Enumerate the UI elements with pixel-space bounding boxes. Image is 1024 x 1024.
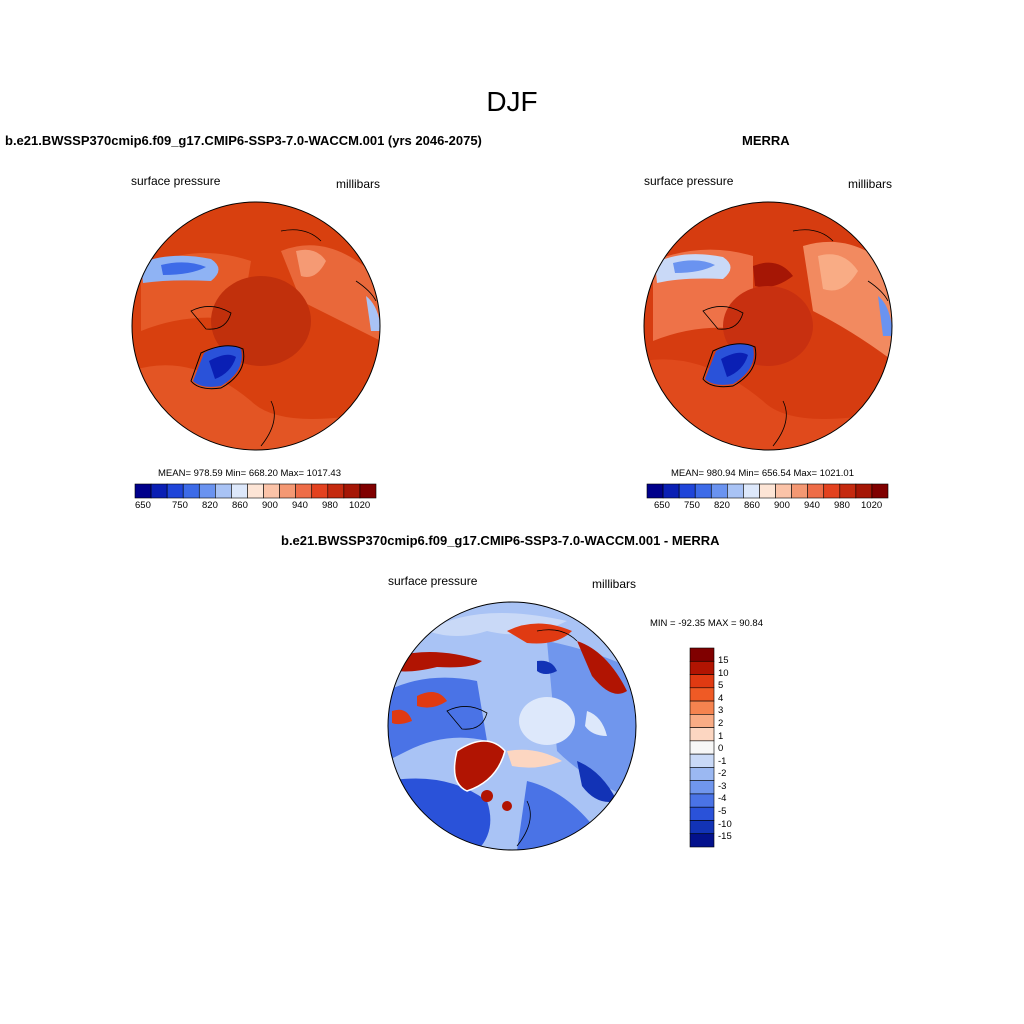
panel-3-tick: -4 [718,793,727,804]
colorbar-swatch [689,793,715,808]
panel-3-tick: -15 [718,831,732,842]
panel-1-tick: 940 [292,500,308,511]
panel-2-colorbar-ticks: 650 750 820 860 900 940 980 1020 [647,500,888,514]
panel-2-title: MERRA [742,133,790,148]
colorbar-swatch [791,483,808,499]
panel-3-tick: 3 [718,705,724,716]
panel-3-tick: 1 [718,731,724,742]
panel-3-tick: 10 [718,668,729,679]
colorbar-swatch [689,767,715,781]
colorbar-swatch [689,753,715,768]
panel-3-tick: -5 [718,806,727,817]
panel-3-tick: -1 [718,756,727,767]
panel-1-units-label: millibars [336,177,381,191]
colorbar-swatch [689,714,715,728]
colorbar-swatch [689,820,715,835]
panel-3-tick: 4 [718,693,724,704]
figure-title: DJF [486,86,538,117]
colorbar-swatch [775,483,792,499]
colorbar-swatch [150,483,168,499]
colorbar-swatch [689,740,715,755]
colorbar-swatch [871,483,889,499]
panel-3-tick: 15 [718,655,729,666]
colorbar-swatch [689,647,715,662]
panel-2-tick: 940 [804,500,820,511]
panel-1-title: b.e21.BWSSP370cmip6.f09_g17.CMIP6-SSP3-7… [5,133,482,148]
panel-2-tick: 860 [744,500,760,511]
colorbar-swatch [678,483,696,499]
colorbar-swatch [759,483,776,499]
colorbar-swatch [689,674,715,689]
panel-2-colorbar [646,483,889,499]
colorbar-swatch [689,700,715,715]
colorbar-swatch [198,483,216,499]
panel-1-tick: 860 [232,500,248,511]
panel-3-polar-map [387,601,637,851]
colorbar-swatch [694,483,712,499]
panel-2-tick: 650 [654,500,670,511]
panel-3-tick: 2 [718,718,724,729]
panel-2-variable-label: surface pressure [644,174,734,188]
colorbar-swatch [807,483,825,499]
colorbar-swatch [327,483,345,499]
panel-2-stats: MEAN= 980.94 Min= 656.54 Max= 1021.01 [671,468,854,479]
colorbar-swatch [359,483,377,499]
colorbar-swatch [134,483,152,499]
colorbar-swatch [662,483,680,499]
colorbar-swatch [743,483,760,499]
panel-1-polar-map [131,201,381,451]
panel-3-tick: -2 [718,768,727,779]
panel-3-tick: -10 [718,819,732,830]
colorbar-swatch [343,483,361,499]
panel-1-colorbar-ticks: 650 750 820 860 900 940 980 1020 [135,500,376,514]
colorbar-swatch [689,660,715,675]
panel-3-variable-label: surface pressure [388,574,478,588]
colorbar-swatch [689,806,715,821]
panel-3-tick: 5 [718,680,724,691]
panel-1-tick: 1020 [349,500,371,511]
colorbar-swatch [646,483,664,499]
colorbar-swatch [247,483,264,499]
colorbar-swatch [231,483,248,499]
panel-3-tick: 0 [718,743,724,754]
colorbar-swatch [823,483,841,499]
panel-2-units-label: millibars [848,177,893,191]
colorbar-swatch [839,483,857,499]
panel-1-tick: 650 [135,500,151,511]
panel-1-stats: MEAN= 978.59 Min= 668.20 Max= 1017.43 [158,468,341,479]
panel-2-tick: 750 [684,500,700,511]
panel-1-tick: 980 [322,500,338,511]
colorbar-swatch [689,687,715,702]
colorbar-swatch [295,483,313,499]
colorbar-swatch [166,483,184,499]
colorbar-swatch [182,483,200,499]
panel-2-tick: 900 [774,500,790,511]
colorbar-swatch [279,483,296,499]
panel-2-tick: 1020 [861,500,883,511]
panel-1-colorbar [134,483,377,499]
panel-3-colorbar-ticks: 15 10 5 4 3 2 1 0 -1 -2 -3 -4 -5 -10 -15 [718,648,748,847]
colorbar-swatch [689,727,715,742]
panel-1-tick: 820 [202,500,218,511]
panel-3-title: b.e21.BWSSP370cmip6.f09_g17.CMIP6-SSP3-7… [281,533,720,548]
panel-1-tick: 750 [172,500,188,511]
panel-3-units-label: millibars [592,577,637,591]
panel-3-tick: -3 [718,781,727,792]
colorbar-swatch [263,483,280,499]
colorbar-swatch [855,483,873,499]
panel-2-polar-map [643,201,893,451]
panel-1-variable-label: surface pressure [131,174,221,188]
panel-2-tick: 820 [714,500,730,511]
colorbar-swatch [710,483,728,499]
panel-2-tick: 980 [834,500,850,511]
colorbar-swatch [311,483,329,499]
panel-1-tick: 900 [262,500,278,511]
panel-3-stats: MIN = -92.35 MAX = 90.84 [650,618,764,629]
colorbar-swatch [727,483,744,499]
colorbar-swatch [689,780,715,795]
colorbar-swatch [689,833,715,848]
colorbar-swatch [215,483,232,499]
panel-3-colorbar [689,647,715,848]
